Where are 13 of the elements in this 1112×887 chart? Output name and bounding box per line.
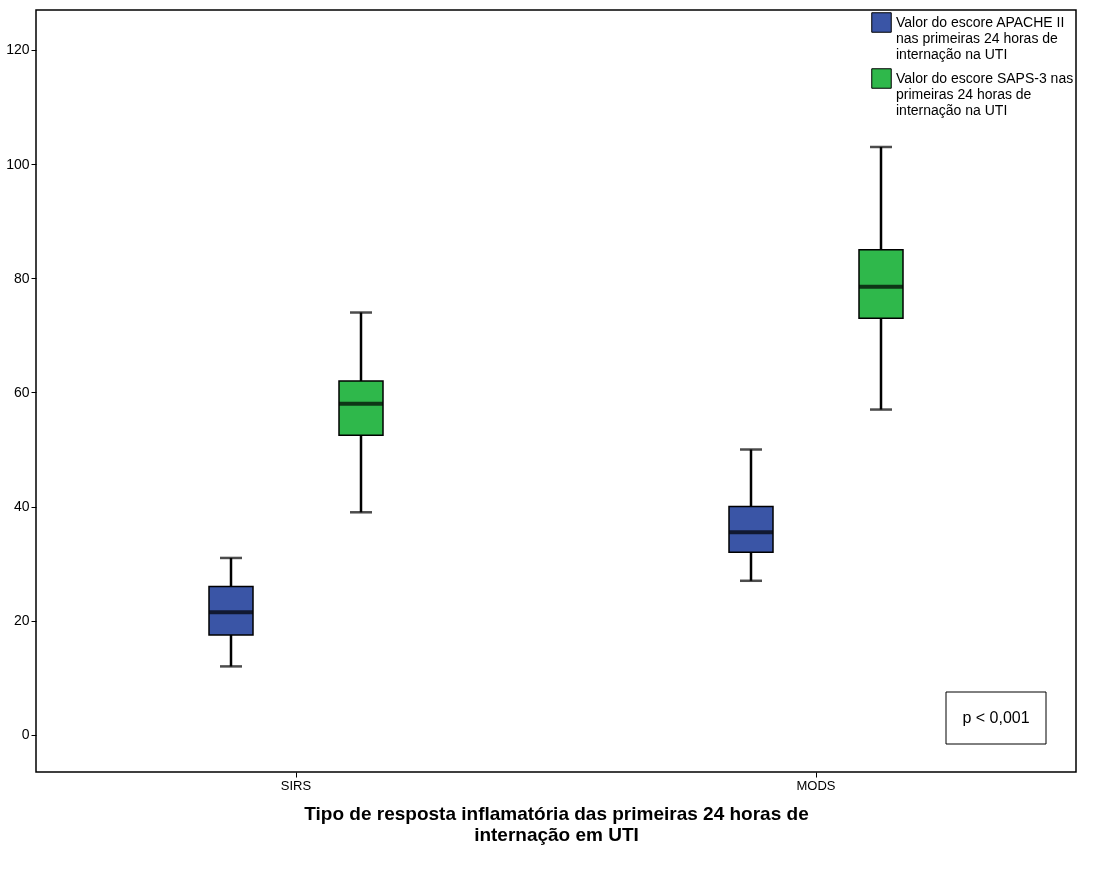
y-tick-label: 20 [13,612,30,629]
y-tick-label: 40 [13,498,30,515]
y-tick-label: 80 [13,269,30,286]
x-tick-label: MODS [796,777,836,793]
legend-label: Valor do escore SAPS-3 nas primeiras 24 horas de internação na UTI [896,69,1074,118]
annotation: p < 0,001 [962,709,1030,726]
x-tick-label: SIRS [280,777,312,793]
y-tick-label: 60 [13,383,30,400]
legend-label: Valor do escore APACHE II nas primeiras 24 horas de internação na UTI [896,13,1065,62]
y-tick-label: 0 [21,726,30,743]
y-tick-label: 120 [6,41,30,58]
y-tick-label: 100 [6,155,30,172]
x-axis-title: Tipo de resposta inflamatória das primeiras 24 horas de internação em UTI [304,802,809,845]
